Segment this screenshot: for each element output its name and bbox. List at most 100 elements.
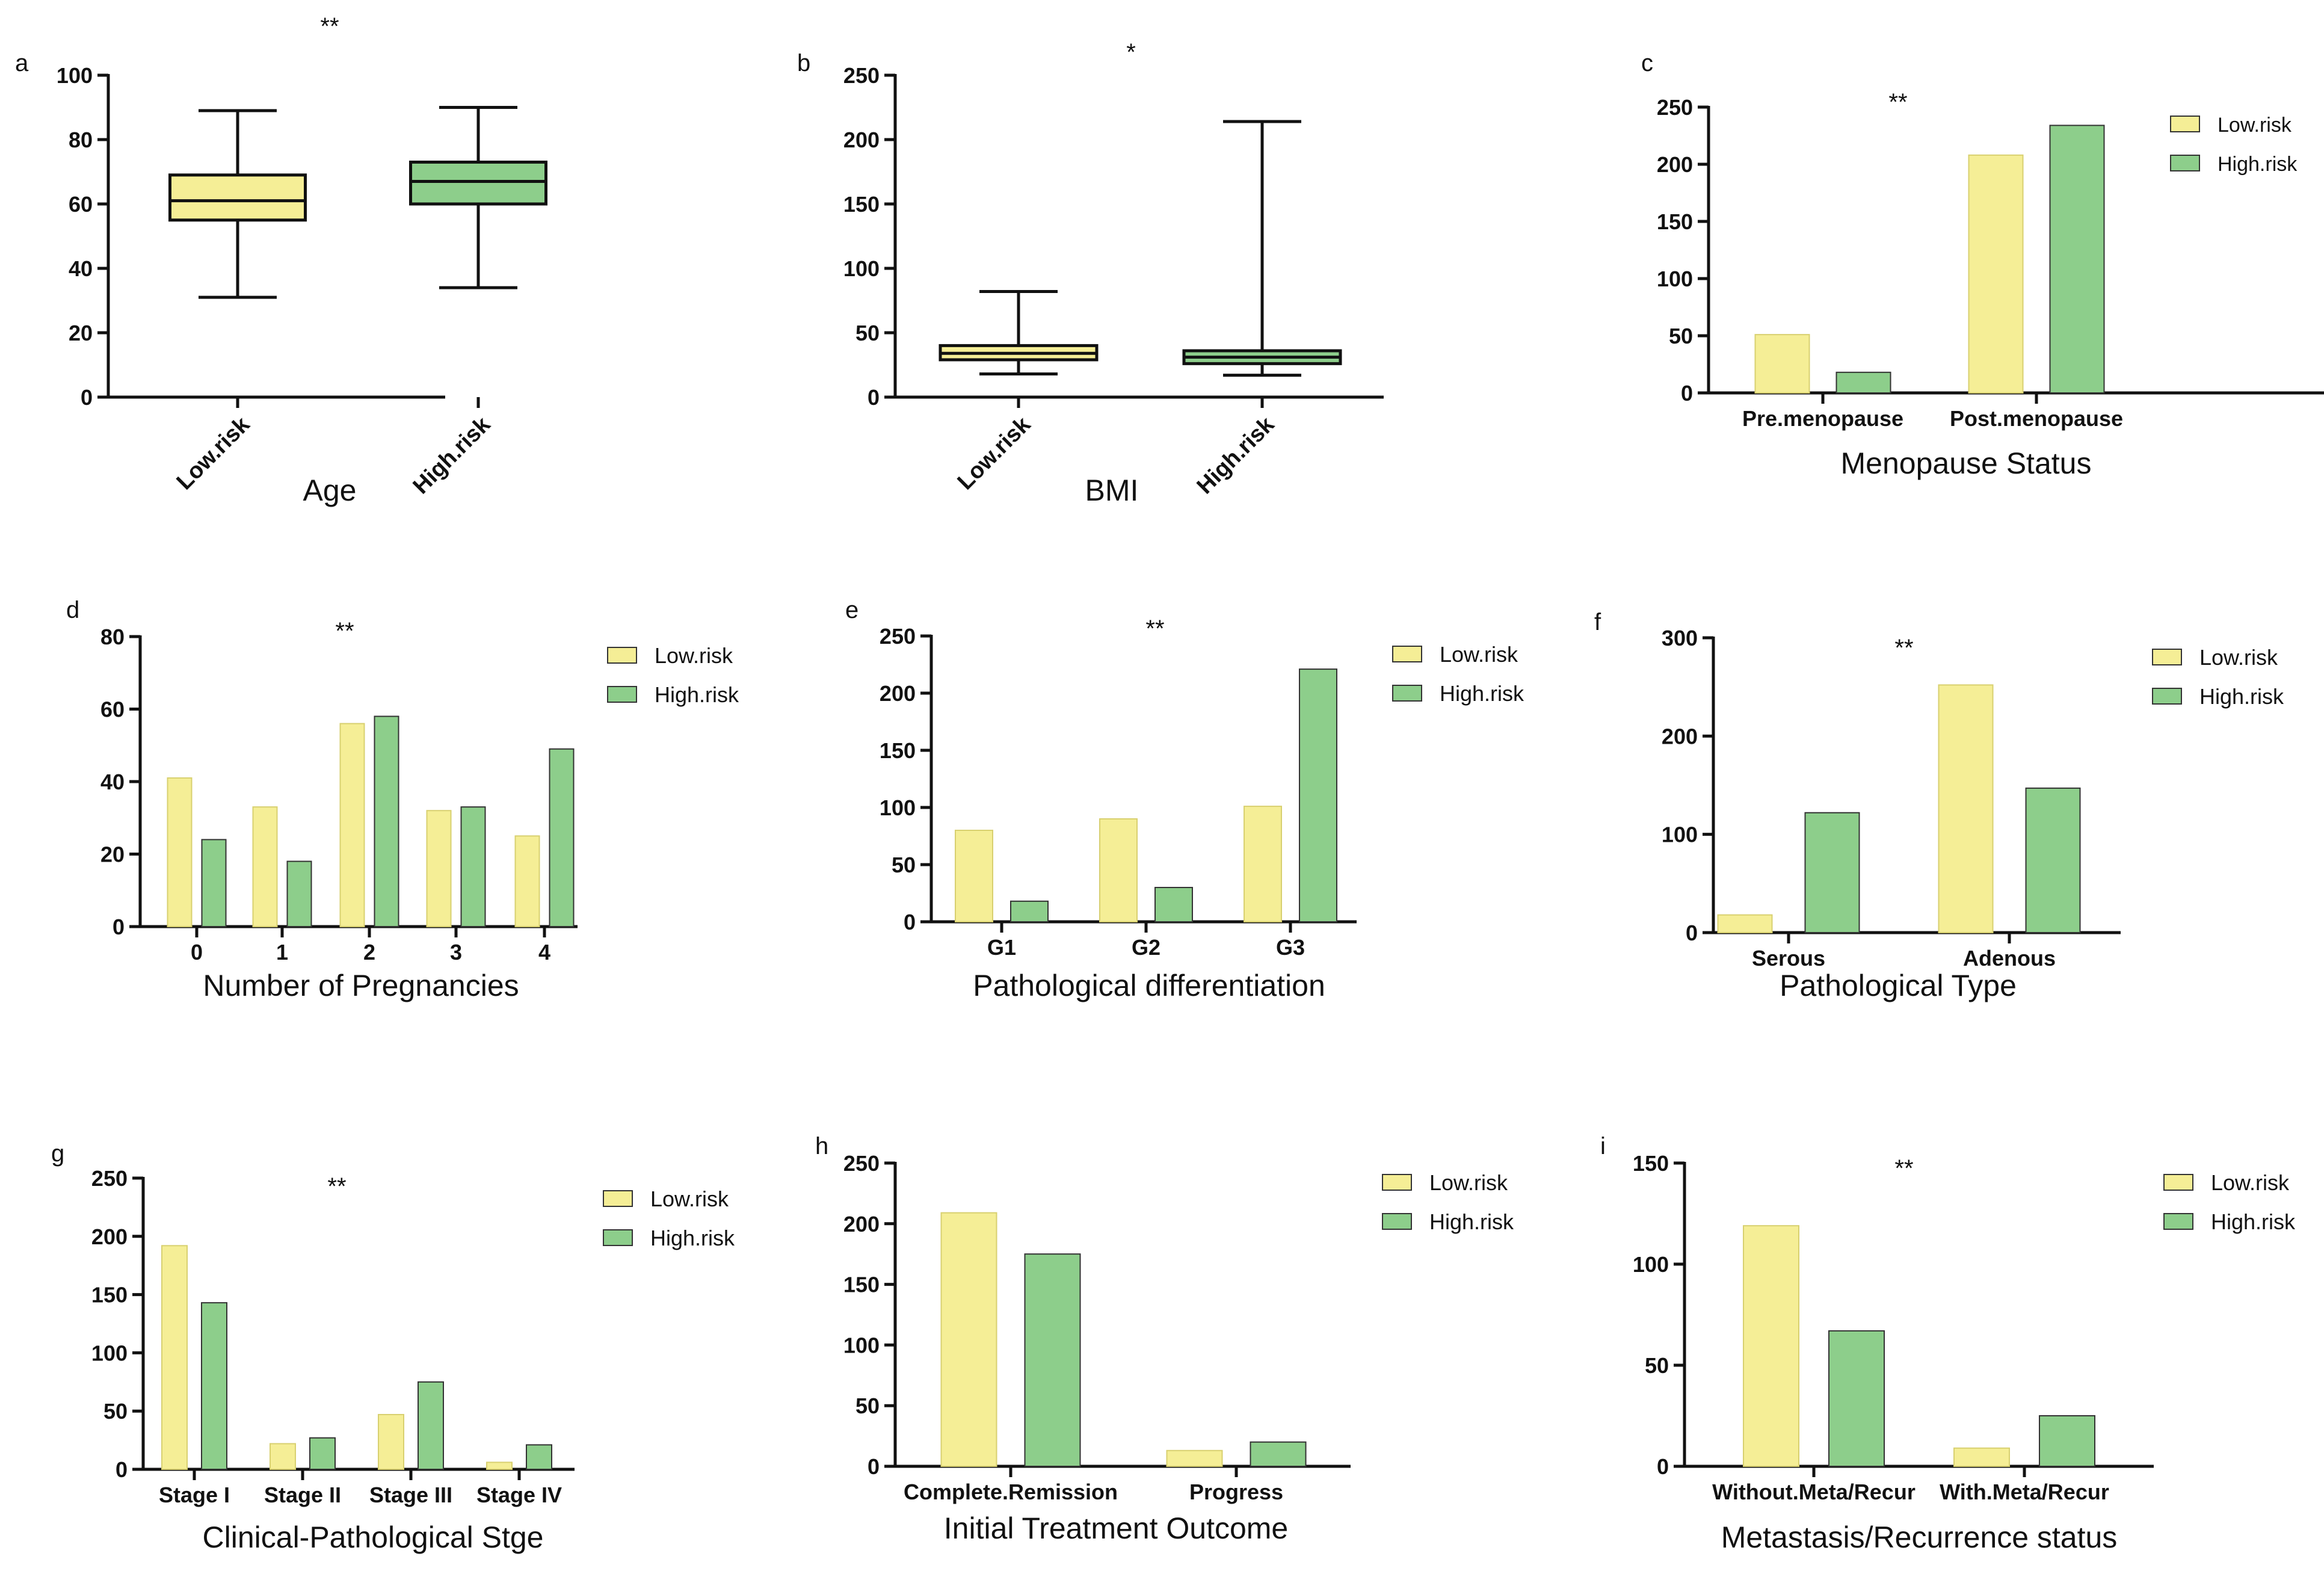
x-tick-label: Stage IV bbox=[476, 1483, 562, 1507]
legend-label: High.risk bbox=[2211, 1209, 2296, 1234]
y-tick-label: 100 bbox=[1633, 1252, 1669, 1277]
y-tick-label: 50 bbox=[103, 1399, 128, 1424]
x-tick-label: High.risk bbox=[1192, 412, 1280, 499]
x-tick-label: High.risk bbox=[408, 412, 496, 499]
y-tick-label: 100 bbox=[91, 1341, 128, 1365]
bar-High.risk-Adenous bbox=[2025, 787, 2081, 934]
bar-High.risk-Stage II bbox=[309, 1437, 336, 1471]
bar-Low.risk-Complete.Remission bbox=[940, 1212, 997, 1467]
x-tick-label: G1 bbox=[987, 935, 1016, 960]
x-axis-title: Pathological differentiation bbox=[973, 969, 1325, 1002]
x-tick-label: G2 bbox=[1132, 935, 1160, 960]
y-tick-label: 40 bbox=[69, 256, 93, 281]
bar-High.risk-Stage IV bbox=[526, 1444, 552, 1470]
legend-label: Low.risk bbox=[650, 1187, 729, 1211]
y-tick-label: 100 bbox=[1662, 823, 1698, 847]
bar-High.risk-Stage III bbox=[418, 1381, 444, 1471]
bar-High.risk-Without.Meta/Recur bbox=[1828, 1330, 1885, 1467]
significance-stars: ** bbox=[320, 13, 339, 40]
y-tick-label: 150 bbox=[1657, 209, 1693, 234]
significance-stars: ** bbox=[1888, 89, 1907, 116]
y-tick-label: 150 bbox=[1633, 1151, 1669, 1176]
x-tick-label: 2 bbox=[363, 940, 375, 965]
legend-label: High.risk bbox=[1429, 1209, 1514, 1234]
bar-High.risk-Stage I bbox=[201, 1302, 227, 1471]
y-tick-label: 150 bbox=[843, 192, 880, 217]
legend-swatch-High.risk bbox=[603, 1229, 633, 1246]
bar-Low.risk-Without.Meta/Recur bbox=[1743, 1225, 1799, 1468]
x-tick-label: Stage II bbox=[264, 1483, 341, 1507]
y-tick-label: 250 bbox=[880, 624, 916, 649]
y-tick-label: 20 bbox=[69, 321, 93, 345]
bar-Low.risk-Progress bbox=[1166, 1449, 1223, 1467]
legend-swatch-Low.risk bbox=[607, 647, 637, 664]
legend-label: Low.risk bbox=[1440, 642, 1518, 667]
panel-g: g 0 50 100 150 200 250 Stage I Stage II Stage III… bbox=[51, 1140, 735, 1554]
x-tick-label: Serous bbox=[1752, 946, 1825, 971]
significance-stars: ** bbox=[1145, 616, 1164, 642]
bar-Low.risk-Stage III bbox=[378, 1414, 404, 1471]
y-tick-label: 50 bbox=[855, 1394, 880, 1418]
y-tick-label: 60 bbox=[100, 697, 125, 722]
legend-label: High.risk bbox=[1440, 681, 1524, 706]
panel-b: b 0 50 100 150 200 250 Low.risk High.risk * BMI bbox=[797, 39, 1384, 507]
bar-High.risk-G3 bbox=[1299, 668, 1337, 922]
legend-swatch-Low.risk bbox=[2152, 649, 2182, 665]
panel-letter: c bbox=[1641, 50, 1653, 76]
y-tick-label: 200 bbox=[843, 1212, 880, 1236]
legend-label: High.risk bbox=[655, 682, 739, 707]
legend-swatch-High.risk bbox=[2170, 155, 2200, 171]
x-axis-title: Metastasis/Recurrence status bbox=[1721, 1520, 2118, 1554]
bar-High.risk-G2 bbox=[1154, 887, 1193, 922]
bar-Low.risk-Serous bbox=[1717, 914, 1773, 933]
y-tick-label: 150 bbox=[880, 738, 916, 763]
bar-Low.risk-1 bbox=[252, 806, 278, 928]
panel-a: a 0 20 40 60 80 100 Low.risk High.risk ** Age bbox=[15, 13, 547, 507]
panel-letter: e bbox=[845, 597, 858, 623]
y-tick-label: 100 bbox=[843, 256, 880, 281]
bar-Low.risk-Stage I bbox=[161, 1245, 188, 1471]
y-tick-label: 250 bbox=[1657, 95, 1693, 120]
bar-Low.risk-Stage II bbox=[270, 1443, 296, 1470]
y-tick-label: 200 bbox=[880, 681, 916, 706]
legend-swatch-High.risk bbox=[2163, 1213, 2193, 1230]
bar-Low.risk-G2 bbox=[1099, 818, 1138, 922]
x-tick-label: Pre.menopause bbox=[1742, 406, 1903, 431]
y-tick-label: 200 bbox=[843, 128, 880, 152]
y-tick-label: 200 bbox=[91, 1224, 128, 1249]
bar-High.risk-4 bbox=[549, 748, 575, 928]
panel-letter: b bbox=[797, 50, 810, 76]
bar-Low.risk-G3 bbox=[1244, 806, 1282, 922]
x-tick-label: 1 bbox=[276, 940, 288, 965]
legend-swatch-High.risk bbox=[1382, 1213, 1412, 1230]
x-axis-title: Clinical-Pathological Stge bbox=[203, 1520, 544, 1554]
panel-letter: h bbox=[815, 1133, 828, 1159]
significance-stars: ** bbox=[1894, 1155, 1913, 1182]
x-tick-label: Post.menopause bbox=[1950, 406, 2123, 431]
bar-High.risk-Complete.Remission bbox=[1024, 1253, 1081, 1467]
box-Low.risk bbox=[168, 173, 307, 222]
bar-High.risk-Progress bbox=[1250, 1441, 1307, 1467]
x-tick-label: Adenous bbox=[1963, 946, 2056, 971]
legend-label: Low.risk bbox=[2211, 1170, 2290, 1195]
bar-Low.risk-Post.menopause bbox=[1968, 154, 2024, 394]
y-tick-label: 0 bbox=[868, 1454, 880, 1479]
x-tick-label: Complete.Remission bbox=[904, 1480, 1118, 1504]
bar-Low.risk-Pre.menopause bbox=[1754, 334, 1810, 394]
panel-d: d 0 20 40 60 80 0 1 2 3 4 Low.risk High.risk ** Number… bbox=[66, 597, 739, 1002]
y-tick-label: 0 bbox=[904, 910, 916, 934]
legend-label: High.risk bbox=[2199, 684, 2284, 709]
bar-High.risk-Pre.menopause bbox=[1835, 371, 1891, 394]
y-tick-label: 200 bbox=[1662, 724, 1698, 748]
legend-swatch-Low.risk bbox=[2170, 116, 2200, 132]
y-tick-label: 100 bbox=[57, 63, 93, 88]
x-axis-title: BMI bbox=[1085, 474, 1139, 507]
x-tick-label: 4 bbox=[538, 940, 550, 965]
x-tick-label: Stage III bbox=[369, 1483, 452, 1507]
legend-swatch-Low.risk bbox=[603, 1190, 633, 1207]
legend-label: Low.risk bbox=[655, 643, 733, 668]
y-tick-label: 0 bbox=[1657, 1454, 1669, 1479]
x-tick-label: 0 bbox=[191, 940, 203, 965]
significance-stars: ** bbox=[1894, 635, 1913, 661]
